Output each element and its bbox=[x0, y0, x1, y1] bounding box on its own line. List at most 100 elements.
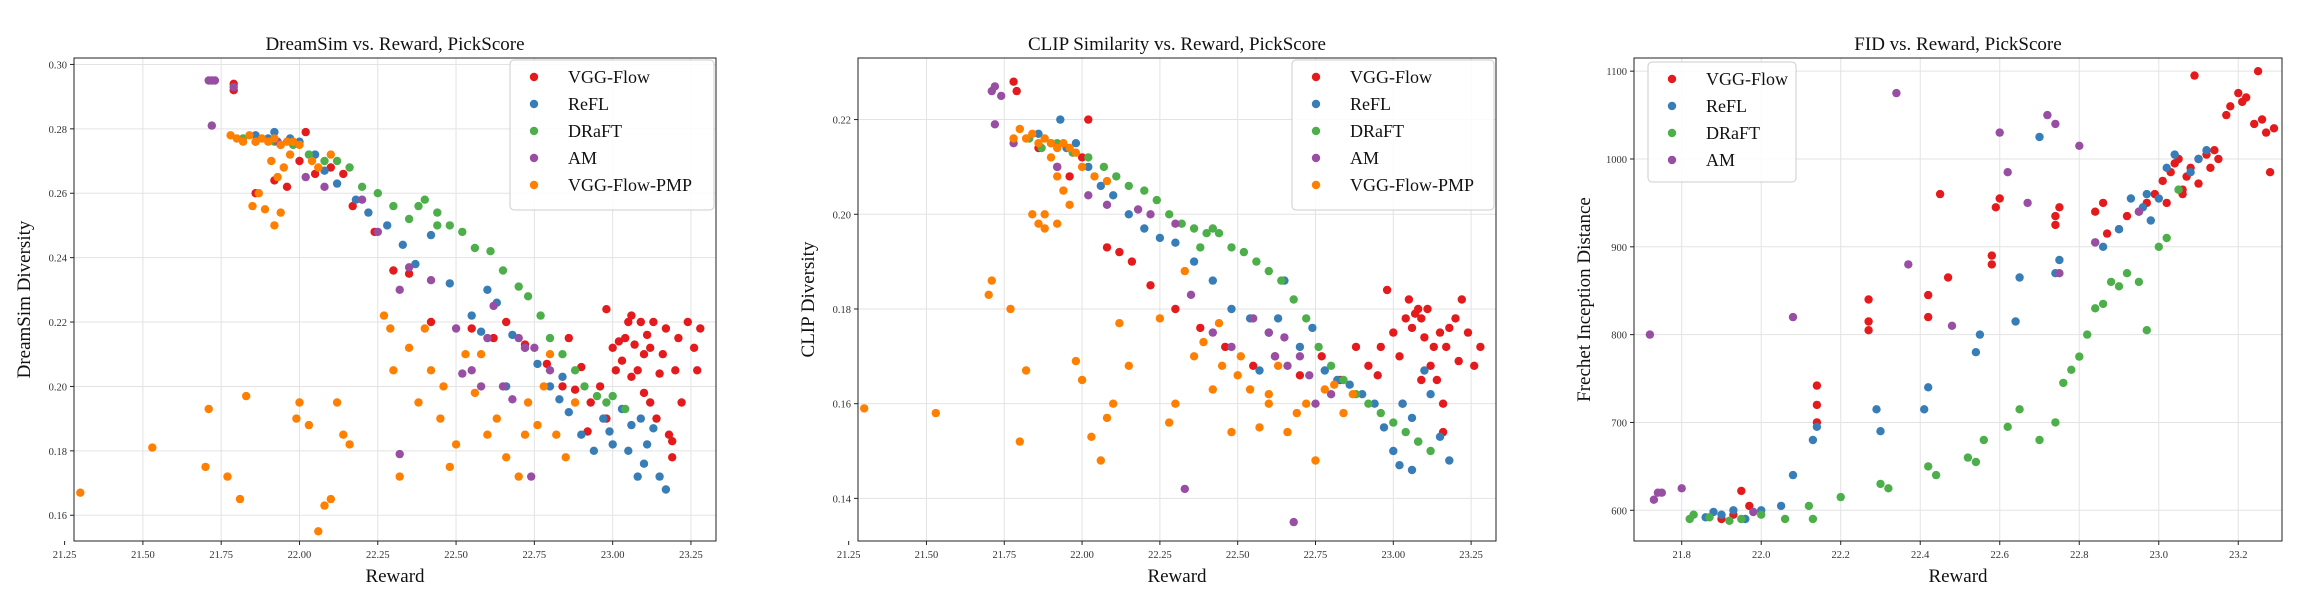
data-point bbox=[1227, 243, 1236, 252]
data-point bbox=[2162, 198, 2171, 208]
data-point bbox=[1457, 295, 1467, 304]
data-point bbox=[207, 121, 216, 130]
data-point bbox=[226, 131, 235, 140]
data-point bbox=[1252, 257, 1261, 266]
plot-frame bbox=[857, 57, 1497, 542]
x-axis-label: Reward bbox=[1147, 566, 1207, 587]
data-point bbox=[1196, 243, 1205, 252]
data-point bbox=[1924, 290, 1933, 300]
data-point bbox=[1389, 446, 1398, 456]
data-point bbox=[235, 494, 245, 504]
data-point bbox=[1649, 495, 1659, 504]
data-point bbox=[373, 227, 382, 237]
data-point bbox=[1096, 456, 1106, 465]
data-point bbox=[1454, 356, 1463, 366]
data-point bbox=[1931, 470, 1941, 480]
data-point bbox=[1009, 134, 1018, 143]
data-point bbox=[2158, 176, 2167, 186]
data-point bbox=[1180, 484, 1190, 494]
data-point bbox=[389, 266, 398, 275]
data-point bbox=[1645, 330, 1655, 339]
x-axis-label: Reward bbox=[365, 566, 425, 587]
data-point bbox=[536, 311, 545, 320]
data-point bbox=[2003, 422, 2012, 431]
data-point bbox=[2023, 198, 2032, 208]
data-point bbox=[564, 333, 573, 343]
data-point bbox=[1876, 427, 1885, 436]
data-point bbox=[1028, 210, 1037, 219]
data-point bbox=[2242, 93, 2251, 102]
data-point bbox=[1245, 385, 1255, 394]
data-point bbox=[2222, 110, 2231, 120]
data-point bbox=[1084, 153, 1093, 162]
data-point bbox=[301, 172, 310, 182]
data-point bbox=[76, 488, 85, 497]
data-point bbox=[223, 472, 232, 481]
data-point bbox=[1924, 312, 1933, 322]
data-point bbox=[658, 350, 667, 359]
data-point bbox=[642, 330, 652, 340]
legend-label: DRaFT bbox=[568, 121, 622, 141]
data-point bbox=[1046, 153, 1056, 162]
data-point bbox=[1109, 191, 1118, 200]
data-point bbox=[1165, 210, 1174, 219]
data-point bbox=[254, 189, 263, 198]
data-point bbox=[2226, 102, 2235, 111]
data-point bbox=[614, 337, 624, 346]
data-point bbox=[564, 408, 573, 417]
data-point bbox=[633, 472, 642, 481]
series-vgg-flow-pmp bbox=[76, 131, 580, 536]
data-point bbox=[1401, 427, 1410, 437]
data-point bbox=[605, 427, 614, 436]
y-tick-label: 700 bbox=[1611, 418, 1627, 429]
data-point bbox=[1053, 172, 1062, 181]
data-point bbox=[1217, 361, 1227, 370]
y-tick-label: 0.30 bbox=[49, 60, 67, 71]
legend-label: ReFL bbox=[568, 94, 609, 114]
y-tick-label: 0.16 bbox=[49, 511, 67, 522]
data-point bbox=[242, 391, 251, 401]
series-am bbox=[1645, 88, 2144, 517]
data-point bbox=[2011, 317, 2020, 326]
data-point bbox=[1283, 427, 1292, 437]
data-point bbox=[1920, 405, 1929, 414]
data-point bbox=[404, 269, 414, 278]
data-point bbox=[1006, 304, 1015, 314]
data-point bbox=[1084, 191, 1093, 200]
data-point bbox=[514, 282, 523, 291]
data-point bbox=[2035, 132, 2044, 142]
chart-title: CLIP Similarity vs. Reward, PickScore bbox=[1028, 34, 1326, 55]
data-point bbox=[379, 311, 389, 320]
data-point bbox=[2051, 211, 2060, 221]
data-point bbox=[621, 404, 630, 414]
data-point bbox=[1115, 319, 1124, 328]
data-point bbox=[1404, 295, 1414, 304]
data-point bbox=[1109, 399, 1118, 408]
data-point bbox=[523, 292, 533, 301]
data-point bbox=[2075, 141, 2084, 150]
legend-box bbox=[509, 59, 715, 211]
data-point bbox=[1208, 328, 1218, 337]
data-point bbox=[639, 459, 649, 468]
data-point bbox=[357, 182, 367, 191]
data-point bbox=[580, 382, 589, 391]
x-tick-label: 21.8 bbox=[1673, 550, 1691, 561]
data-point bbox=[586, 398, 595, 407]
data-point bbox=[332, 156, 342, 166]
data-point bbox=[1470, 361, 1479, 370]
data-point bbox=[2106, 277, 2116, 287]
data-point bbox=[1146, 281, 1155, 290]
data-point bbox=[1059, 186, 1068, 195]
data-point bbox=[642, 440, 652, 449]
data-point bbox=[1326, 361, 1336, 370]
data-point bbox=[1737, 514, 1746, 524]
data-point bbox=[1345, 380, 1354, 389]
data-point bbox=[1249, 361, 1258, 370]
data-point bbox=[210, 76, 220, 85]
series-refl bbox=[1701, 132, 2211, 524]
data-point bbox=[426, 317, 436, 327]
data-point bbox=[1171, 219, 1180, 228]
data-point bbox=[668, 453, 677, 462]
data-point bbox=[1971, 457, 1981, 467]
data-point bbox=[489, 301, 498, 311]
